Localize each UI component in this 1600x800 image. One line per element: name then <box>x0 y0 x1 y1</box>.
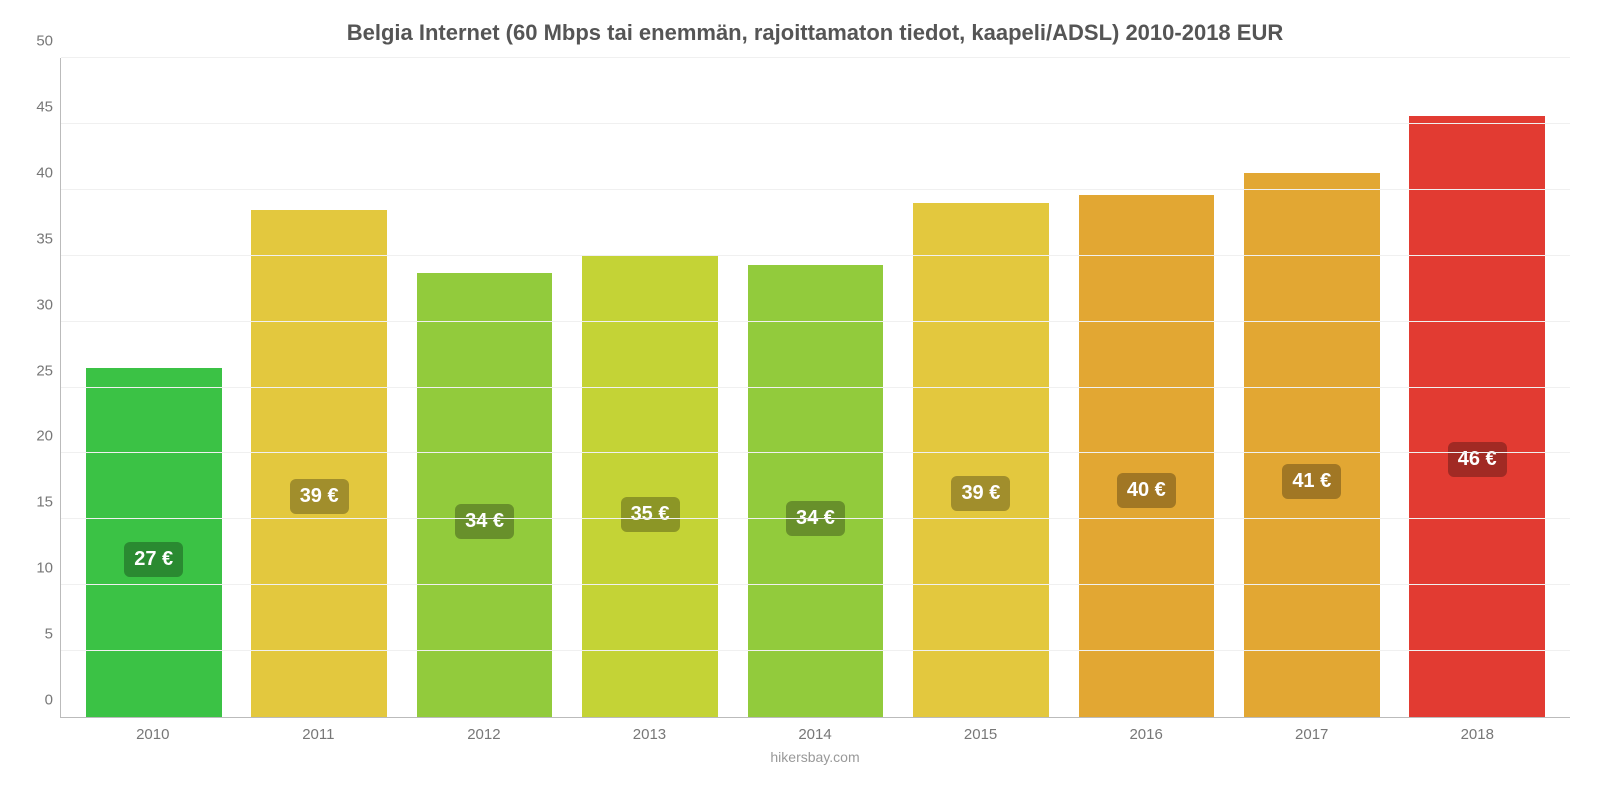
y-tick-label: 0 <box>45 692 61 709</box>
bar: 39 € <box>251 210 387 717</box>
bar-slot: 40 € <box>1064 58 1229 717</box>
value-badge: 27 € <box>124 542 183 577</box>
bar-slot: 46 € <box>1395 58 1560 717</box>
y-tick-label: 15 <box>36 494 61 511</box>
bars-group: 27 € 39 € 34 € 35 € 34 € 39 € 40 € 41 € 46 € <box>61 58 1570 717</box>
y-tick-label: 50 <box>36 33 61 50</box>
x-tick-label: 2018 <box>1395 726 1561 743</box>
value-badge: 39 € <box>951 476 1010 511</box>
x-tick-label: 2014 <box>732 726 898 743</box>
grid-line <box>61 321 1570 322</box>
bar-slot: 27 € <box>71 58 236 717</box>
grid-line <box>61 123 1570 124</box>
grid-line <box>61 584 1570 585</box>
x-tick-label: 2011 <box>236 726 402 743</box>
bar-slot: 39 € <box>898 58 1063 717</box>
y-tick-label: 20 <box>36 428 61 445</box>
grid-line <box>61 452 1570 453</box>
bar-slot: 41 € <box>1229 58 1394 717</box>
y-tick-label: 25 <box>36 362 61 379</box>
y-tick-label: 40 <box>36 164 61 181</box>
grid-line <box>61 650 1570 651</box>
grid-line <box>61 57 1570 58</box>
value-badge: 39 € <box>290 479 349 514</box>
x-tick-label: 2012 <box>401 726 567 743</box>
grid-line <box>61 255 1570 256</box>
value-badge: 46 € <box>1448 442 1507 477</box>
y-tick-label: 5 <box>45 626 61 643</box>
grid-line <box>61 387 1570 388</box>
grid-line <box>61 189 1570 190</box>
plot-area: 27 €39 €34 €35 €34 €39 €40 €41 €46 € 051… <box>60 58 1570 718</box>
x-tick-label: 2013 <box>567 726 733 743</box>
bar-slot: 35 € <box>567 58 732 717</box>
bar-slot: 34 € <box>733 58 898 717</box>
grid-line <box>61 518 1570 519</box>
bar: 27 € <box>86 368 222 717</box>
bar: 35 € <box>582 256 718 717</box>
bar: 46 € <box>1409 116 1545 717</box>
y-tick-label: 45 <box>36 98 61 115</box>
value-badge: 34 € <box>455 504 514 539</box>
y-tick-label: 35 <box>36 230 61 247</box>
value-badge: 41 € <box>1282 464 1341 499</box>
chart-title: Belgia Internet (60 Mbps tai enemmän, ra… <box>60 20 1570 46</box>
bar-slot: 34 € <box>402 58 567 717</box>
chart-container: Belgia Internet (60 Mbps tai enemmän, ra… <box>0 0 1600 800</box>
value-badge: 35 € <box>621 497 680 532</box>
value-badge: 40 € <box>1117 473 1176 508</box>
x-tick-label: 2016 <box>1063 726 1229 743</box>
y-tick-label: 10 <box>36 560 61 577</box>
x-tick-label: 2010 <box>70 726 236 743</box>
attribution: hikersbay.com <box>60 749 1570 765</box>
y-tick-label: 30 <box>36 296 61 313</box>
x-tick-label: 2017 <box>1229 726 1395 743</box>
x-axis-labels: 201020112012201320142015201620172018 <box>60 718 1570 743</box>
bar: 40 € <box>1079 195 1215 717</box>
bar: 39 € <box>913 203 1049 717</box>
bar-slot: 39 € <box>236 58 401 717</box>
x-tick-label: 2015 <box>898 726 1064 743</box>
